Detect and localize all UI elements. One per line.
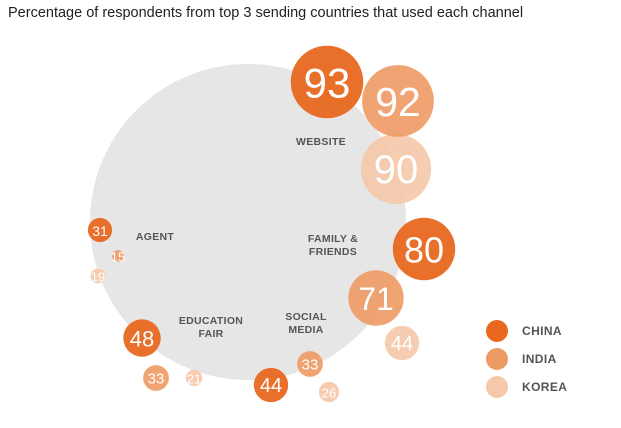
bubble-website-china <box>290 45 364 119</box>
bubble-agent-korea <box>90 268 106 284</box>
value-label-social-media-india: 33 <box>302 357 319 374</box>
channel-label-education-fair: EDUCATION FAIR <box>179 315 243 340</box>
bubble-education-fair-korea <box>185 369 203 387</box>
legend: CHINA INDIA KOREA <box>486 320 567 398</box>
channel-label-social-media: SOCIAL MEDIA <box>285 311 327 336</box>
value-label-family-and-friends-korea: 44 <box>391 333 413 355</box>
value-label-education-fair-korea: 21 <box>187 372 201 387</box>
bubble-social-media-korea <box>318 381 340 403</box>
bubble-agent-china <box>87 217 113 243</box>
legend-swatch-china <box>486 320 508 342</box>
channel-label-agent: AGENT <box>136 231 175 243</box>
bubble-education-fair-india <box>143 365 169 391</box>
value-label-website-korea: 90 <box>374 148 419 192</box>
legend-swatch-korea <box>486 376 508 398</box>
bubble-education-fair-china <box>123 319 161 357</box>
value-label-agent-india: 15 <box>111 250 125 265</box>
value-label-agent-china: 31 <box>92 223 108 239</box>
bubble-family-and-friends-china <box>392 217 456 281</box>
legend-label-korea: KOREA <box>522 380 567 394</box>
channel-label-family-and-friends: FAMILY & FRIENDS <box>308 233 358 258</box>
legend-label-china: CHINA <box>522 324 562 338</box>
channel-label-website: WEBSITE <box>296 136 346 148</box>
value-label-social-media-china: 44 <box>260 375 282 397</box>
value-label-agent-korea: 19 <box>91 270 105 285</box>
bubble-agent-india <box>112 250 124 262</box>
channel-labels: WEBSITE FAMILY & FRIENDS SOCIAL MEDIA EDUCATI… <box>136 136 358 340</box>
value-label-education-fair-china: 48 <box>130 327 154 352</box>
value-label-website-china: 93 <box>304 60 351 107</box>
value-label-family-and-friends-china: 80 <box>404 230 444 271</box>
value-label-education-fair-india: 33 <box>148 371 165 388</box>
bubble-website-india <box>362 65 434 137</box>
bubble-family-and-friends-korea <box>384 325 420 361</box>
value-label-website-india: 92 <box>375 79 421 125</box>
bubble-family-and-friends-india <box>348 270 404 326</box>
bubble-social-media-india <box>297 351 323 377</box>
legend-label-india: INDIA <box>522 352 557 366</box>
bubble-social-media-china <box>253 367 289 403</box>
background-circle <box>90 64 406 380</box>
value-label-social-media-korea: 26 <box>322 386 336 401</box>
value-label-family-and-friends-india: 71 <box>358 281 394 317</box>
legend-swatch-india <box>486 348 508 370</box>
bubble-website-korea <box>360 133 432 205</box>
chart-title: Percentage of respondents from top 3 sen… <box>8 5 524 21</box>
